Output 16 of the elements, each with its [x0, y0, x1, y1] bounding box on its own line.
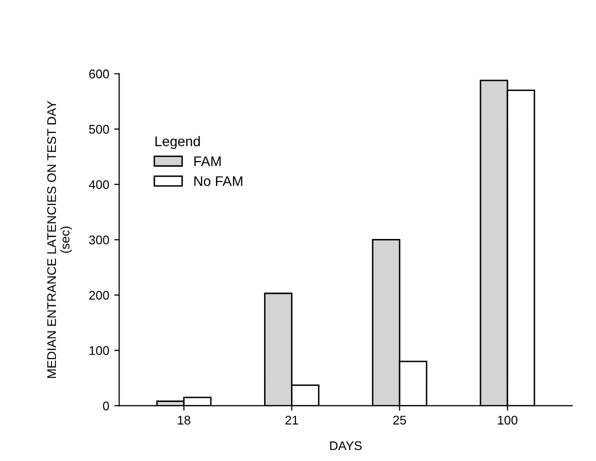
- x-tick-label: 21: [285, 416, 298, 424]
- y-tick-label: 100: [90, 346, 109, 356]
- y-axis-title: MEDIAN ENTRANCE LATENCIES ON TEST DAY (sec): [47, 100, 72, 378]
- x-tick-label: 25: [393, 416, 406, 425]
- legend-label: No FAM: [194, 176, 242, 186]
- y-tick-label: 500: [89, 124, 109, 134]
- x-tick-label: 18: [178, 416, 190, 425]
- x-tick-label: 100: [498, 416, 518, 425]
- legend-label: FAM: [194, 156, 221, 166]
- x-axis-title: DAYS: [330, 441, 362, 450]
- y-tick-label: 600: [89, 70, 109, 78]
- legend-title: Legend: [155, 136, 200, 149]
- y-tick-label: 300: [89, 236, 109, 244]
- y-tick-label: 200: [89, 290, 109, 300]
- y-tick-label: 400: [88, 180, 109, 190]
- y-tick-label: 0: [103, 401, 109, 410]
